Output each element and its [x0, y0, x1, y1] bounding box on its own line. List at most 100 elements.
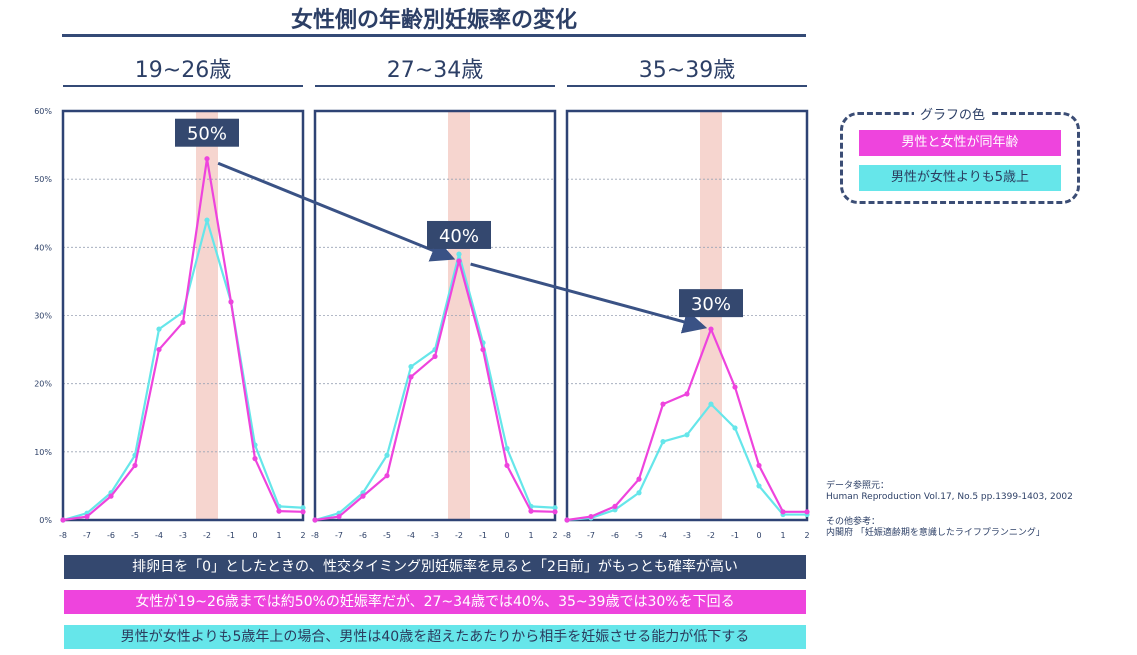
data-point — [588, 513, 594, 520]
data-point — [552, 505, 558, 511]
x-tick-label: 2 — [804, 531, 809, 540]
data-point — [756, 483, 762, 489]
panel-1-label: 19~26歳 — [134, 58, 232, 83]
x-tick-label: -5 — [635, 531, 643, 540]
x-tick-label: -7 — [83, 531, 91, 540]
legend-item-same-age: 男性と女性が同年齢 — [859, 130, 1061, 156]
panel-3-underline — [567, 85, 807, 87]
x-tick-label: -5 — [383, 531, 391, 540]
y-tick-label: 30% — [34, 312, 52, 321]
data-point — [504, 462, 510, 469]
data-point — [504, 445, 510, 452]
x-tick-label: -3 — [179, 531, 187, 540]
data-point — [60, 517, 66, 523]
data-point — [552, 509, 558, 515]
data-point — [312, 517, 318, 523]
x-tick-label: -4 — [407, 531, 415, 540]
panel-frame — [565, 109, 809, 522]
title-underline — [62, 34, 806, 37]
x-tick-label: 1 — [528, 531, 533, 540]
data-point — [612, 503, 618, 509]
data-point — [660, 401, 666, 407]
data-point — [276, 508, 282, 514]
x-tick-label: -6 — [611, 531, 619, 540]
data-point — [336, 513, 342, 520]
panel-2-label: 27~34歳 — [386, 58, 484, 83]
y-tick-label: 10% — [34, 448, 52, 457]
data-point — [528, 508, 534, 514]
x-tick-label: -1 — [479, 531, 487, 540]
y-tick-label: 50% — [34, 175, 52, 184]
data-point — [432, 353, 438, 359]
x-tick-label: -1 — [731, 531, 739, 540]
data-point — [732, 425, 738, 431]
peak-callout-box — [427, 220, 491, 249]
data-point — [780, 509, 786, 515]
data-point — [480, 346, 486, 353]
data-point — [804, 509, 810, 515]
x-tick-label: -8 — [311, 531, 319, 540]
y-tick-label: 40% — [34, 243, 52, 252]
panel-2-underline — [315, 85, 555, 87]
x-tick-label: -3 — [431, 531, 439, 540]
y-tick-label: 60% — [34, 107, 52, 116]
data-point — [360, 493, 366, 499]
x-tick-label: -2 — [203, 531, 211, 540]
x-tick-label: -4 — [659, 531, 667, 540]
data-point — [384, 473, 390, 479]
data-point — [84, 513, 90, 520]
data-point — [408, 364, 414, 370]
peak-callout-label: 50% — [187, 124, 227, 145]
reference-citation: 内閣府 「妊娠適齢期を意識したライフプランニング」 — [826, 528, 1045, 538]
x-tick-label: -2 — [707, 531, 715, 540]
chart-title: 女性側の年齢別妊娠率の変化 — [290, 8, 577, 33]
series-line — [314, 259, 556, 522]
data-point — [384, 452, 390, 458]
panel-1-underline — [63, 85, 303, 87]
x-tick-label: 1 — [780, 531, 785, 540]
trend-arrow — [217, 161, 456, 262]
legend-title: グラフの色 — [914, 104, 992, 123]
data-point — [660, 439, 666, 445]
x-tick-label: -4 — [155, 531, 163, 540]
data-point — [156, 346, 162, 353]
peak-callout-box — [175, 118, 239, 147]
data-point — [132, 462, 138, 469]
data-point — [684, 432, 690, 438]
data-point — [156, 326, 162, 332]
x-tick-label: 0 — [756, 531, 761, 540]
data-point — [300, 505, 306, 511]
data-point — [708, 326, 714, 332]
data-point — [408, 374, 414, 380]
summary-banner-3: 男性が女性よりも5歳年上の場合、男性は40歳を超えたあたりから相手を妊娠させる能… — [64, 625, 806, 649]
x-tick-label: -7 — [335, 531, 343, 540]
x-tick-label: 2 — [552, 531, 557, 540]
peak-callout-label: 40% — [439, 226, 479, 247]
reference-label: その他参考： — [826, 517, 881, 527]
legend-item-male-5-older: 男性が女性よりも5歳上 — [859, 165, 1061, 191]
source-label: データ参照元： — [826, 481, 890, 491]
data-point — [636, 490, 642, 496]
data-point — [636, 476, 642, 482]
data-point — [204, 217, 210, 223]
y-tick-label: 0% — [39, 516, 52, 525]
series-line — [566, 403, 807, 522]
x-tick-label: -6 — [359, 531, 367, 540]
data-point — [456, 258, 462, 264]
x-tick-label: 0 — [252, 531, 257, 540]
panel-frame — [313, 109, 557, 522]
data-point — [564, 517, 570, 523]
x-tick-label: -8 — [563, 531, 571, 540]
x-tick-label: -6 — [107, 531, 115, 540]
x-tick-label: -1 — [227, 531, 235, 540]
source-citation: Human Reproduction Vol.17, No.5 pp.1399-… — [826, 492, 1073, 502]
data-point — [204, 156, 210, 162]
peak-callout-label: 30% — [691, 294, 731, 315]
summary-banner-2: 女性が19~26歳までは約50%の妊娠率だが、27~34歳では40%、35~39… — [64, 590, 806, 614]
series-line — [62, 157, 304, 522]
x-tick-label: 1 — [276, 531, 281, 540]
summary-banner-1: 排卵日を「0」としたときの、性交タイミング別妊娠率を見ると「2日前」がもっとも確… — [64, 555, 806, 579]
x-tick-label: -8 — [59, 531, 67, 540]
trend-arrow — [470, 262, 708, 334]
